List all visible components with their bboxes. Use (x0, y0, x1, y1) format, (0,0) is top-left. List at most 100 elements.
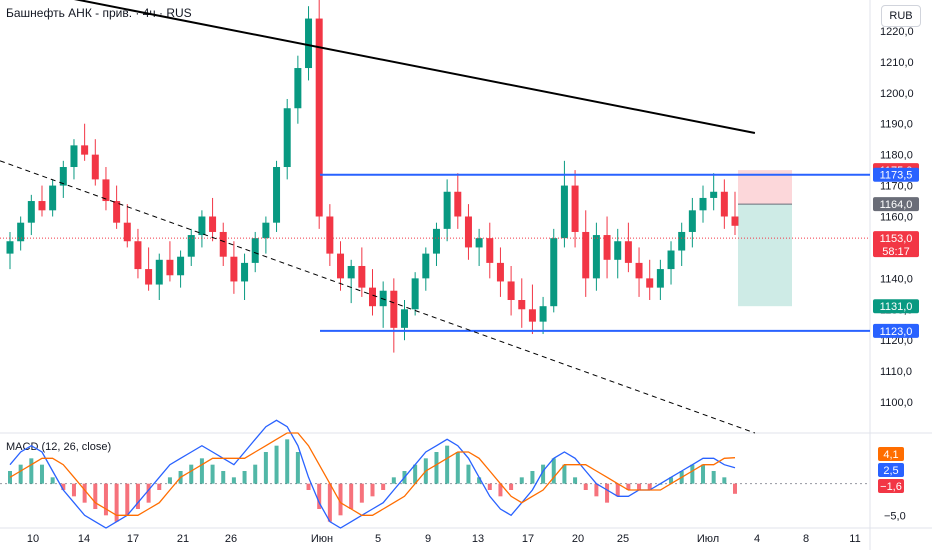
macd-histogram-bar (413, 464, 418, 484)
time-tick-label: 17 (522, 533, 534, 545)
macd-histogram-bar (285, 439, 290, 484)
macd-histogram-bar (626, 483, 631, 490)
macd-histogram-bar (274, 445, 279, 484)
macd-histogram-bar (573, 477, 578, 484)
macd-histogram-bar (477, 477, 482, 484)
macd-histogram-bar (445, 445, 450, 484)
candle-body (81, 145, 89, 155)
candle-body (454, 191, 462, 217)
time-tick-label: 9 (425, 533, 431, 545)
price-tick-label: 1160,0 (880, 212, 913, 224)
signal-line (9, 432, 736, 516)
candle-body (582, 231, 590, 279)
time-tick-label: Июн (311, 533, 333, 545)
candle-body (337, 253, 345, 279)
macd-value-text: −1,6 (880, 481, 902, 493)
macd-histogram-bar (210, 464, 215, 484)
candle-body (70, 145, 78, 168)
macd-histogram-bar (8, 471, 12, 484)
macd-histogram-bar (455, 452, 460, 484)
macd-histogram-bar (306, 483, 311, 490)
macd-histogram-bar (157, 483, 162, 490)
macd-histogram-bar (50, 477, 55, 484)
price-label-text: 1131,0 (880, 301, 913, 313)
currency-button[interactable]: RUB (881, 5, 921, 27)
macd-histogram-bar (498, 483, 503, 497)
candle-body (358, 265, 366, 288)
macd-histogram-bar (39, 464, 44, 484)
candle-body (369, 287, 376, 307)
macd-histogram-bar (242, 471, 247, 484)
candle-body (486, 238, 494, 263)
macd-histogram-bar (509, 483, 514, 490)
candle-body (422, 253, 430, 279)
macd-value-badge: −1,6 (878, 479, 904, 493)
candle-body (550, 238, 558, 307)
candle-body (17, 222, 25, 242)
macd-histogram-bar (71, 483, 76, 497)
candle-body (134, 241, 142, 270)
candle-body (187, 235, 195, 257)
macd-histogram-bar (637, 483, 642, 490)
time-tick-label: 26 (225, 533, 237, 545)
candle-body (209, 216, 217, 232)
macd-value-text: 2,5 (883, 465, 898, 477)
macd-histogram-bar (231, 477, 236, 484)
candle-body (251, 238, 259, 263)
candle-body (347, 265, 355, 279)
candle-body (6, 241, 14, 254)
macd-histogram-bar (594, 483, 599, 497)
candle-body (113, 201, 121, 223)
candle-body (507, 281, 515, 301)
macd-histogram-bar (114, 483, 119, 522)
price-tick-label: 1200,0 (880, 88, 914, 100)
price-label-badge: 1164,0 (873, 197, 919, 212)
macd-histogram-bar (167, 477, 172, 484)
time-tick-label: 11 (849, 533, 860, 545)
candle-body (411, 278, 419, 310)
macd-histogram-bar (562, 464, 567, 484)
time-tick-label: 5 (375, 533, 381, 545)
time-tick-label: 4 (754, 533, 760, 545)
macd-indicator-title[interactable]: MACD (12, 26, close) (6, 441, 112, 453)
candle-body (710, 191, 718, 198)
candle-body (390, 290, 398, 328)
candle-body (305, 18, 313, 69)
chart-title: Башнефть АНК - прив. · 4ч · RUS (6, 6, 192, 20)
candle-body (294, 68, 302, 109)
candle-body (614, 241, 622, 260)
time-tick-label: 20 (572, 533, 584, 545)
macd-histogram-bar (338, 483, 343, 516)
candle-body (91, 154, 99, 180)
candle-body (656, 269, 664, 288)
macd-histogram-bar (349, 483, 354, 509)
candle-body (177, 256, 185, 276)
time-tick-label: 14 (78, 533, 90, 545)
candle-body (624, 241, 632, 263)
macd-histogram-bar (541, 464, 546, 484)
macd-histogram-bar (82, 483, 87, 503)
macd-histogram-bar (530, 471, 535, 484)
candle-body (464, 216, 472, 248)
macd-line (9, 419, 736, 529)
price-tick-label: 1120,0 (880, 335, 913, 347)
price-tick-label: 1180,0 (880, 150, 913, 162)
candle-body (27, 201, 35, 223)
macd-histogram-bar (690, 464, 695, 484)
candle-body (528, 309, 536, 322)
macd-histogram-bar (61, 483, 66, 490)
price-label-badge: 1123,0 (873, 323, 919, 338)
candle-body (315, 18, 323, 217)
candle-body (699, 197, 707, 211)
macd-histogram-bar (466, 464, 471, 484)
price-label-badge: 1153,058:17 (873, 231, 919, 258)
price-label-text: 1123,0 (880, 326, 913, 338)
candle-body (59, 167, 67, 186)
macd-histogram-bar (701, 464, 706, 484)
price-tick-label: 1170,0 (880, 181, 913, 193)
macd-histogram-bar (93, 483, 98, 509)
candle-body (49, 185, 57, 211)
candle-body (326, 216, 334, 254)
macd-histogram-bar (125, 483, 130, 516)
